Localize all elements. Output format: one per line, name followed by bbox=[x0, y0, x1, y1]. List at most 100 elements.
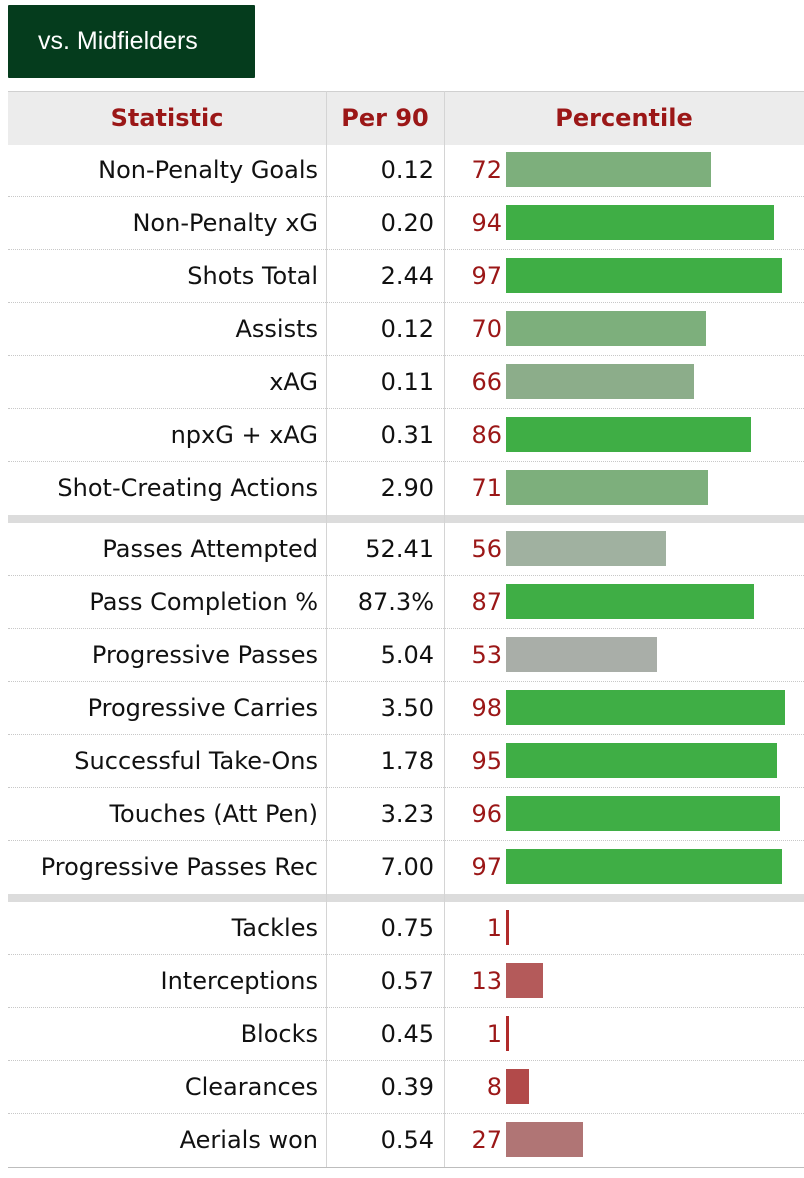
percentile-bar bbox=[506, 531, 666, 566]
stat-name: Blocks bbox=[240, 1020, 318, 1048]
stat-name: Non-Penalty Goals bbox=[98, 156, 318, 184]
table-row: xAG 0.11 66 bbox=[8, 356, 804, 409]
percentile-bar bbox=[506, 470, 708, 505]
table-row: Progressive Passes 5.04 53 bbox=[8, 629, 804, 682]
per90-value: 52.41 bbox=[365, 535, 434, 563]
header-percentile[interactable]: Percentile bbox=[555, 104, 693, 132]
row-divider bbox=[8, 196, 804, 197]
percentile-bar bbox=[506, 311, 706, 346]
header-statistic[interactable]: Statistic bbox=[110, 104, 224, 132]
table-row: Progressive Passes Rec 7.00 97 bbox=[8, 841, 804, 894]
percentile-value: 95 bbox=[471, 747, 502, 775]
per90-value: 0.20 bbox=[380, 209, 434, 237]
column-divider bbox=[444, 91, 445, 1167]
per90-value: 1.78 bbox=[380, 747, 434, 775]
group-separator bbox=[8, 515, 804, 523]
table-row: Shot-Creating Actions 2.90 71 bbox=[8, 462, 804, 515]
stat-name: Non-Penalty xG bbox=[132, 209, 318, 237]
percentile-value: 13 bbox=[471, 967, 502, 995]
percentile-value: 96 bbox=[471, 800, 502, 828]
stat-name: Passes Attempted bbox=[102, 535, 318, 563]
stat-name: Progressive Carries bbox=[87, 694, 318, 722]
row-divider bbox=[8, 628, 804, 629]
stat-name: Shot-Creating Actions bbox=[57, 474, 318, 502]
stat-name: Shots Total bbox=[187, 262, 318, 290]
per90-value: 7.00 bbox=[380, 853, 434, 881]
percentile-value: 27 bbox=[471, 1126, 502, 1154]
percentile-value: 1 bbox=[486, 914, 502, 942]
row-divider bbox=[8, 249, 804, 250]
per90-value: 0.57 bbox=[380, 967, 434, 995]
percentile-value: 86 bbox=[471, 421, 502, 449]
stat-name: Pass Completion % bbox=[89, 588, 318, 616]
percentile-bar bbox=[506, 743, 777, 778]
percentile-value: 87 bbox=[471, 588, 502, 616]
table-row: Aerials won 0.54 27 bbox=[8, 1114, 804, 1167]
table-row: npxG + xAG 0.31 86 bbox=[8, 409, 804, 462]
percentile-bar bbox=[506, 963, 543, 998]
per90-value: 87.3% bbox=[357, 588, 434, 616]
percentile-value: 56 bbox=[471, 535, 502, 563]
per90-value: 0.75 bbox=[380, 914, 434, 942]
percentile-bar bbox=[506, 690, 785, 725]
row-divider bbox=[8, 1060, 804, 1061]
row-divider bbox=[8, 681, 804, 682]
table-row: Touches (Att Pen) 3.23 96 bbox=[8, 788, 804, 841]
table-row: Assists 0.12 70 bbox=[8, 303, 804, 356]
table-bottom-border bbox=[8, 1167, 804, 1168]
percentile-value: 98 bbox=[471, 694, 502, 722]
row-divider bbox=[8, 787, 804, 788]
table-row: Interceptions 0.57 13 bbox=[8, 955, 804, 1008]
stat-name: npxG + xAG bbox=[170, 421, 318, 449]
per90-value: 5.04 bbox=[380, 641, 434, 669]
per90-value: 0.45 bbox=[380, 1020, 434, 1048]
percentile-value: 71 bbox=[471, 474, 502, 502]
stat-name: Touches (Att Pen) bbox=[109, 800, 318, 828]
percentile-value: 94 bbox=[471, 209, 502, 237]
tab-vs-midfielders[interactable]: vs. Midfielders bbox=[8, 5, 255, 78]
table-row: Non-Penalty Goals 0.12 72 bbox=[8, 144, 804, 197]
percentile-bar bbox=[506, 1069, 529, 1104]
percentile-bar bbox=[506, 258, 782, 293]
per90-value: 3.50 bbox=[380, 694, 434, 722]
percentile-value: 1 bbox=[486, 1020, 502, 1048]
header-per90[interactable]: Per 90 bbox=[341, 104, 429, 132]
percentile-bar bbox=[506, 205, 774, 240]
table-row: Shots Total 2.44 97 bbox=[8, 250, 804, 303]
percentile-value: 97 bbox=[471, 262, 502, 290]
per90-value: 2.44 bbox=[380, 262, 434, 290]
table-row: Pass Completion % 87.3% 87 bbox=[8, 576, 804, 629]
stat-name: Progressive Passes Rec bbox=[40, 853, 318, 881]
table-row: Clearances 0.39 8 bbox=[8, 1061, 804, 1114]
percentile-value: 66 bbox=[471, 368, 502, 396]
stat-name: Assists bbox=[235, 315, 318, 343]
percentile-bar bbox=[506, 1016, 509, 1051]
row-divider bbox=[8, 355, 804, 356]
table-row: Passes Attempted 52.41 56 bbox=[8, 523, 804, 576]
column-divider bbox=[326, 91, 327, 1167]
percentile-value: 97 bbox=[471, 853, 502, 881]
row-divider bbox=[8, 575, 804, 576]
per90-value: 0.31 bbox=[380, 421, 434, 449]
percentile-value: 72 bbox=[471, 156, 502, 184]
percentile-bar bbox=[506, 910, 509, 945]
row-divider bbox=[8, 840, 804, 841]
percentile-bar bbox=[506, 796, 780, 831]
row-divider bbox=[8, 461, 804, 462]
table-row: Blocks 0.45 1 bbox=[8, 1008, 804, 1061]
percentile-bar bbox=[506, 364, 694, 399]
row-divider bbox=[8, 734, 804, 735]
percentile-bar bbox=[506, 637, 657, 672]
row-divider bbox=[8, 408, 804, 409]
percentile-value: 53 bbox=[471, 641, 502, 669]
percentile-bar bbox=[506, 1122, 583, 1157]
per90-value: 0.12 bbox=[380, 156, 434, 184]
stat-name: Successful Take-Ons bbox=[74, 747, 318, 775]
table-row: Non-Penalty xG 0.20 94 bbox=[8, 197, 804, 250]
percentile-bar bbox=[506, 417, 751, 452]
row-divider bbox=[8, 1113, 804, 1114]
row-divider bbox=[8, 302, 804, 303]
table-row: Progressive Carries 3.50 98 bbox=[8, 682, 804, 735]
percentile-value: 70 bbox=[471, 315, 502, 343]
row-divider bbox=[8, 1007, 804, 1008]
